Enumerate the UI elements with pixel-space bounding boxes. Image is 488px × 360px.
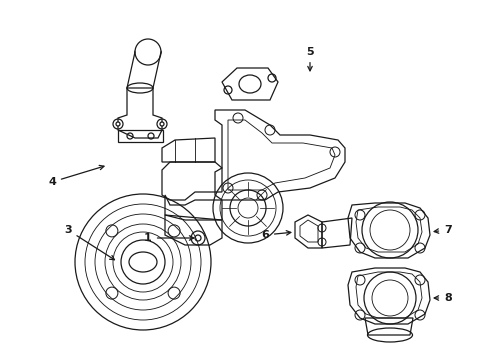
Text: 7: 7 — [433, 225, 451, 235]
Circle shape — [135, 39, 161, 65]
Circle shape — [160, 122, 163, 126]
Circle shape — [116, 122, 120, 126]
Text: 3: 3 — [64, 225, 114, 260]
Text: 8: 8 — [433, 293, 451, 303]
Text: 2: 2 — [0, 359, 1, 360]
Text: 5: 5 — [305, 47, 313, 71]
Text: 6: 6 — [261, 230, 290, 240]
Text: 1: 1 — [144, 233, 193, 243]
Ellipse shape — [135, 47, 161, 57]
Text: 4: 4 — [48, 165, 104, 187]
